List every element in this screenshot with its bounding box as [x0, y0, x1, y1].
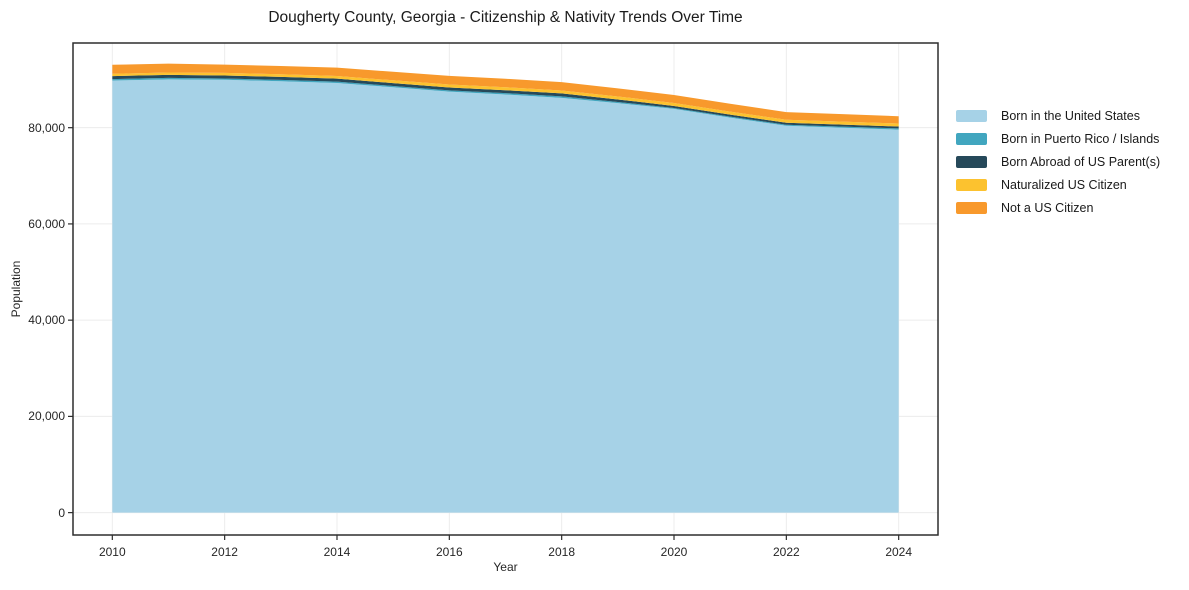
- legend-item: Born in Puerto Rico / Islands: [956, 132, 1160, 146]
- area-series-3: [112, 72, 899, 127]
- legend-label: Not a US Citizen: [1001, 201, 1094, 215]
- legend-item: Born Abroad of US Parent(s): [956, 155, 1161, 169]
- legend-label: Born in Puerto Rico / Islands: [1001, 132, 1160, 146]
- legend-swatch: [956, 202, 987, 214]
- legend-label: Naturalized US Citizen: [1001, 178, 1127, 192]
- x-tick-label: 2016: [435, 545, 463, 559]
- x-tick-label: 2010: [98, 545, 126, 559]
- x-tick-label: 2020: [660, 545, 688, 559]
- x-tick-label: 2024: [885, 545, 913, 559]
- area-series-4: [112, 63, 899, 124]
- plot-border: [72, 42, 939, 536]
- x-axis-label: Year: [493, 560, 518, 574]
- legend-swatch: [956, 179, 987, 191]
- y-tick-label: 80,000: [28, 120, 65, 135]
- y-tick-label: 60,000: [28, 216, 65, 231]
- x-tick-label: 2018: [548, 545, 575, 559]
- legend-item: Naturalized US Citizen: [956, 178, 1160, 192]
- x-tick-label: 2014: [323, 545, 351, 559]
- x-tick-label: 2022: [772, 545, 800, 559]
- x-tick-label: 2012: [211, 545, 238, 559]
- y-tick-label: 20,000: [28, 409, 65, 424]
- legend: Born in the United States Born in Puerto …: [956, 109, 1161, 215]
- legend-swatch: [956, 156, 987, 168]
- area-series-0: [112, 79, 899, 513]
- legend-label: Born Abroad of US Parent(s): [1001, 155, 1161, 169]
- legend-swatch: [956, 133, 987, 145]
- plot-area: [68, 42, 939, 540]
- y-tick-label: 0: [58, 505, 65, 520]
- chart-title: Dougherty County, Georgia - Citizenship …: [268, 9, 743, 26]
- legend-swatch: [956, 110, 987, 122]
- legend-label: Born in the United States: [1001, 109, 1140, 123]
- y-axis-label: Population: [9, 260, 23, 318]
- y-tick-label: 40,000: [28, 313, 65, 328]
- legend-item: Born in the United States: [956, 109, 1160, 123]
- legend-item: Not a US Citizen: [956, 201, 1160, 215]
